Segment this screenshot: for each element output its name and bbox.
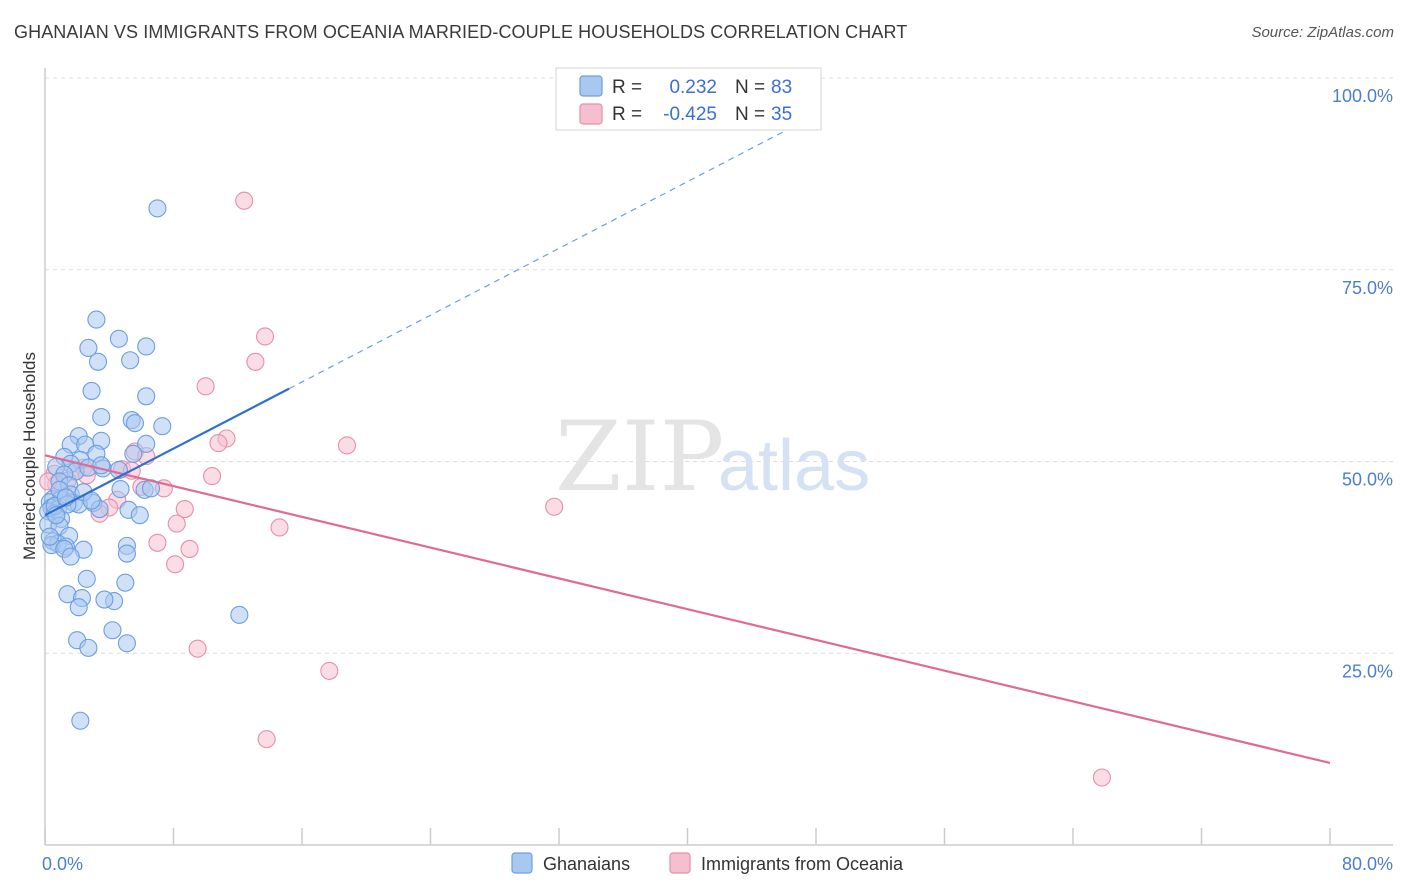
legend-row2-n-label: N = xyxy=(735,104,765,125)
chart-source: Source: ZipAtlas.com xyxy=(1251,24,1394,41)
ghanaian-point-4 xyxy=(79,338,98,358)
ghanaian-point-59 xyxy=(61,547,80,566)
legend-row2-r-value: -0.425 xyxy=(663,104,717,125)
y-tick-label-50: 50.0% xyxy=(1342,470,1393,490)
legend-pink-swatch xyxy=(579,103,603,125)
x-tick-label-min: 0.0% xyxy=(42,854,83,874)
legend-row1-r-value: 0.232 xyxy=(669,77,717,98)
y-tick-label-25: 25.0% xyxy=(1342,661,1393,681)
ghanaian-point-12 xyxy=(153,417,172,436)
ghanaian-point-11 xyxy=(125,414,144,433)
oceania-point-26 xyxy=(180,539,199,558)
oceania-point-29 xyxy=(320,661,339,680)
oceania-point-24 xyxy=(545,497,564,516)
oceania-point-6 xyxy=(337,436,357,455)
x-tick-label-max: 80.0% xyxy=(1342,854,1393,874)
legend-row2-n-value: 35 xyxy=(771,104,792,125)
trend-lines xyxy=(44,114,1331,765)
oceania-point-5 xyxy=(209,434,228,453)
oceania-point-22 xyxy=(167,514,186,533)
ghanaian-point-60 xyxy=(77,569,96,588)
oceania-point-0 xyxy=(235,191,254,210)
chart-title: GHANAIAN VS IMMIGRANTS FROM OCEANIA MARR… xyxy=(14,22,908,42)
watermark-atlas: atlas xyxy=(718,426,870,506)
ghanaian-point-58 xyxy=(117,544,136,563)
legend-row1-n-value: 83 xyxy=(771,77,792,98)
y-axis-title: Married-couple Households xyxy=(20,352,39,560)
legend-bottom-oceania: Immigrants from Oceania xyxy=(701,854,904,874)
legend-bottom-blue-swatch xyxy=(511,852,533,874)
series-ghanaians-points xyxy=(39,199,249,730)
oceania-point-23 xyxy=(270,518,289,537)
grid-layer xyxy=(45,77,1393,654)
ghanaian-trend-extension xyxy=(288,114,817,390)
oceania-point-2 xyxy=(246,352,265,371)
legend-top: R = 0.232 N = 83 R = -0.425 N = 35 xyxy=(555,67,822,131)
ghanaian-point-31 xyxy=(111,480,130,499)
ghanaian-point-8 xyxy=(137,387,156,406)
ghanaian-point-1 xyxy=(87,310,106,329)
ghanaian-point-70 xyxy=(117,634,136,653)
ghanaian-point-9 xyxy=(92,407,111,427)
oceania-point-27 xyxy=(166,555,185,574)
oceania-point-31 xyxy=(1092,768,1111,787)
oceania-point-25 xyxy=(148,533,167,552)
y-tick-label-75: 75.0% xyxy=(1342,278,1393,298)
ghanaian-point-5 xyxy=(121,351,140,370)
y-tick-labels: 25.0% 50.0% 75.0% 100.0% xyxy=(1332,86,1393,681)
oceania-point-1 xyxy=(256,327,275,346)
ghanaian-point-2 xyxy=(109,329,128,348)
ghanaian-point-45 xyxy=(130,506,149,525)
oceania-point-14 xyxy=(203,467,222,486)
ghanaian-point-7 xyxy=(82,381,101,400)
ghanaian-point-0 xyxy=(148,199,167,218)
ghanaian-point-3 xyxy=(137,337,156,356)
ghanaian-point-72 xyxy=(71,711,90,730)
oceania-point-20 xyxy=(175,500,194,519)
ghanaian-point-61 xyxy=(116,573,135,592)
watermark-zip: ZIP xyxy=(555,401,724,513)
ghanaian-trend-line xyxy=(44,387,290,517)
legend-bottom: Ghanaians Immigrants from Oceania xyxy=(511,852,904,874)
legend-row1-n-label: N = xyxy=(735,77,765,98)
oceania-point-3 xyxy=(196,377,215,396)
ghanaian-point-66 xyxy=(69,598,88,617)
ghanaian-point-71 xyxy=(79,638,98,657)
legend-blue-swatch xyxy=(579,75,603,97)
ghanaian-point-67 xyxy=(230,605,249,624)
legend-bottom-pink-swatch xyxy=(669,852,691,874)
legend-row1-r-label: R = xyxy=(612,77,642,98)
ghanaian-point-82 xyxy=(40,527,59,546)
oceania-point-30 xyxy=(257,730,276,749)
ghanaian-point-68 xyxy=(103,621,122,640)
ghanaian-point-6 xyxy=(88,352,108,371)
legend-row2-r-label: R = xyxy=(612,104,642,125)
legend-bottom-ghanaians: Ghanaians xyxy=(543,854,630,874)
y-tick-label-100: 100.0% xyxy=(1332,86,1393,106)
oceania-trend-line xyxy=(44,454,1331,765)
ghanaian-point-65 xyxy=(95,590,114,609)
ghanaian-point-19 xyxy=(124,444,143,463)
x-ticks xyxy=(44,828,1331,845)
ghanaian-point-16 xyxy=(137,434,156,453)
oceania-point-28 xyxy=(188,639,207,658)
